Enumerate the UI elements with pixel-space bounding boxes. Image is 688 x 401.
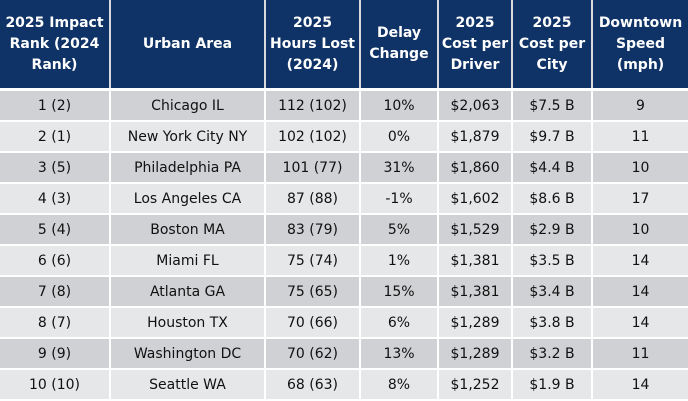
cell-impact-rank: 4 (3) (0, 183, 110, 215)
cell-cost-per-city: $3.8 B (511, 307, 592, 339)
cell-hours-lost: 70 (62) (264, 338, 360, 370)
cell-impact-rank: 6 (6) (0, 245, 110, 277)
table-row: 2 (1) New York City NY 102 (102) 0% $1,879 $9… (0, 121, 688, 153)
cell-downtown-speed: 14 (591, 276, 688, 308)
cell-cost-per-driver: $1,252 (437, 369, 512, 401)
cell-downtown-speed: 14 (591, 307, 688, 339)
cell-downtown-speed: 14 (591, 369, 688, 401)
cell-downtown-speed: 11 (591, 338, 688, 370)
cell-delay-change: 0% (359, 121, 438, 153)
cell-cost-per-city: $3.4 B (511, 276, 592, 308)
header-hours-lost: 2025 Hours Lost (2024) (264, 0, 360, 91)
cell-hours-lost: 75 (74) (264, 245, 360, 277)
cell-hours-lost: 70 (66) (264, 307, 360, 339)
cell-urban-area: Washington DC (109, 338, 265, 370)
cell-cost-per-driver: $1,602 (437, 183, 512, 215)
cell-cost-per-city: $2.9 B (511, 214, 592, 246)
cell-hours-lost: 75 (65) (264, 276, 360, 308)
cell-downtown-speed: 17 (591, 183, 688, 215)
table-row: 4 (3) Los Angeles CA 87 (88) -1% $1,602 $8.6 … (0, 183, 688, 215)
header-delay-change: Delay Change (359, 0, 438, 91)
cell-urban-area: Houston TX (109, 307, 265, 339)
cell-downtown-speed: 10 (591, 152, 688, 184)
cell-cost-per-driver: $1,289 (437, 338, 512, 370)
cell-delay-change: 13% (359, 338, 438, 370)
cell-cost-per-city: $9.7 B (511, 121, 592, 153)
cell-impact-rank: 3 (5) (0, 152, 110, 184)
cell-delay-change: 1% (359, 245, 438, 277)
cell-delay-change: 15% (359, 276, 438, 308)
cell-impact-rank: 9 (9) (0, 338, 110, 370)
cell-downtown-speed: 10 (591, 214, 688, 246)
cell-delay-change: -1% (359, 183, 438, 215)
cell-delay-change: 8% (359, 369, 438, 401)
table-row: 10 (10) Seattle WA 68 (63) 8% $1,252 $1.9 B 14 (0, 369, 688, 401)
cell-cost-per-driver: $1,381 (437, 245, 512, 277)
cell-delay-change: 10% (359, 89, 438, 122)
header-downtown-speed: Downtown Speed (mph) (591, 0, 688, 91)
cell-hours-lost: 112 (102) (264, 89, 360, 122)
cell-urban-area: Boston MA (109, 214, 265, 246)
cell-cost-per-city: $4.4 B (511, 152, 592, 184)
cell-impact-rank: 10 (10) (0, 369, 110, 401)
table-row: 5 (4) Boston MA 83 (79) 5% $1,529 $2.9 B 10 (0, 214, 688, 246)
cell-urban-area: New York City NY (109, 121, 265, 153)
cell-impact-rank: 1 (2) (0, 89, 110, 122)
cell-cost-per-driver: $1,381 (437, 276, 512, 308)
header-row: 2025 Impact Rank (2024 Rank) Urban Area … (0, 0, 688, 91)
cell-delay-change: 31% (359, 152, 438, 184)
cell-urban-area: Philadelphia PA (109, 152, 265, 184)
table-row: 8 (7) Houston TX 70 (66) 6% $1,289 $3.8 B 14 (0, 307, 688, 339)
cell-urban-area: Chicago IL (109, 89, 265, 122)
cell-urban-area: Seattle WA (109, 369, 265, 401)
cell-delay-change: 6% (359, 307, 438, 339)
cell-urban-area: Los Angeles CA (109, 183, 265, 215)
cell-cost-per-city: $3.2 B (511, 338, 592, 370)
table-row: 3 (5) Philadelphia PA 101 (77) 31% $1,860 $4.… (0, 152, 688, 184)
cell-cost-per-driver: $1,860 (437, 152, 512, 184)
cell-hours-lost: 68 (63) (264, 369, 360, 401)
table-row: 6 (6) Miami FL 75 (74) 1% $1,381 $3.5 B 14 (0, 245, 688, 277)
cell-downtown-speed: 11 (591, 121, 688, 153)
cell-hours-lost: 102 (102) (264, 121, 360, 153)
cell-urban-area: Miami FL (109, 245, 265, 277)
cell-hours-lost: 83 (79) (264, 214, 360, 246)
cell-impact-rank: 2 (1) (0, 121, 110, 153)
cell-impact-rank: 5 (4) (0, 214, 110, 246)
cell-cost-per-driver: $1,289 (437, 307, 512, 339)
cell-downtown-speed: 14 (591, 245, 688, 277)
cell-delay-change: 5% (359, 214, 438, 246)
cell-downtown-speed: 9 (591, 89, 688, 122)
cell-hours-lost: 101 (77) (264, 152, 360, 184)
cell-cost-per-city: $7.5 B (511, 89, 592, 122)
cell-impact-rank: 8 (7) (0, 307, 110, 339)
cell-cost-per-driver: $1,529 (437, 214, 512, 246)
header-urban-area: Urban Area (109, 0, 265, 91)
cell-impact-rank: 7 (8) (0, 276, 110, 308)
table-row: 7 (8) Atlanta GA 75 (65) 15% $1,381 $3.4 B 14 (0, 276, 688, 308)
table-row: 9 (9) Washington DC 70 (62) 13% $1,289 $3.2 B… (0, 338, 688, 370)
header-cost-per-city: 2025 Cost per City (511, 0, 592, 91)
header-cost-per-driver: 2025 Cost per Driver (437, 0, 512, 91)
cell-cost-per-driver: $1,879 (437, 121, 512, 153)
cell-cost-per-driver: $2,063 (437, 89, 512, 122)
cell-urban-area: Atlanta GA (109, 276, 265, 308)
header-impact-rank: 2025 Impact Rank (2024 Rank) (0, 0, 110, 91)
cell-hours-lost: 87 (88) (264, 183, 360, 215)
cell-cost-per-city: $1.9 B (511, 369, 592, 401)
cell-cost-per-city: $3.5 B (511, 245, 592, 277)
cell-cost-per-city: $8.6 B (511, 183, 592, 215)
